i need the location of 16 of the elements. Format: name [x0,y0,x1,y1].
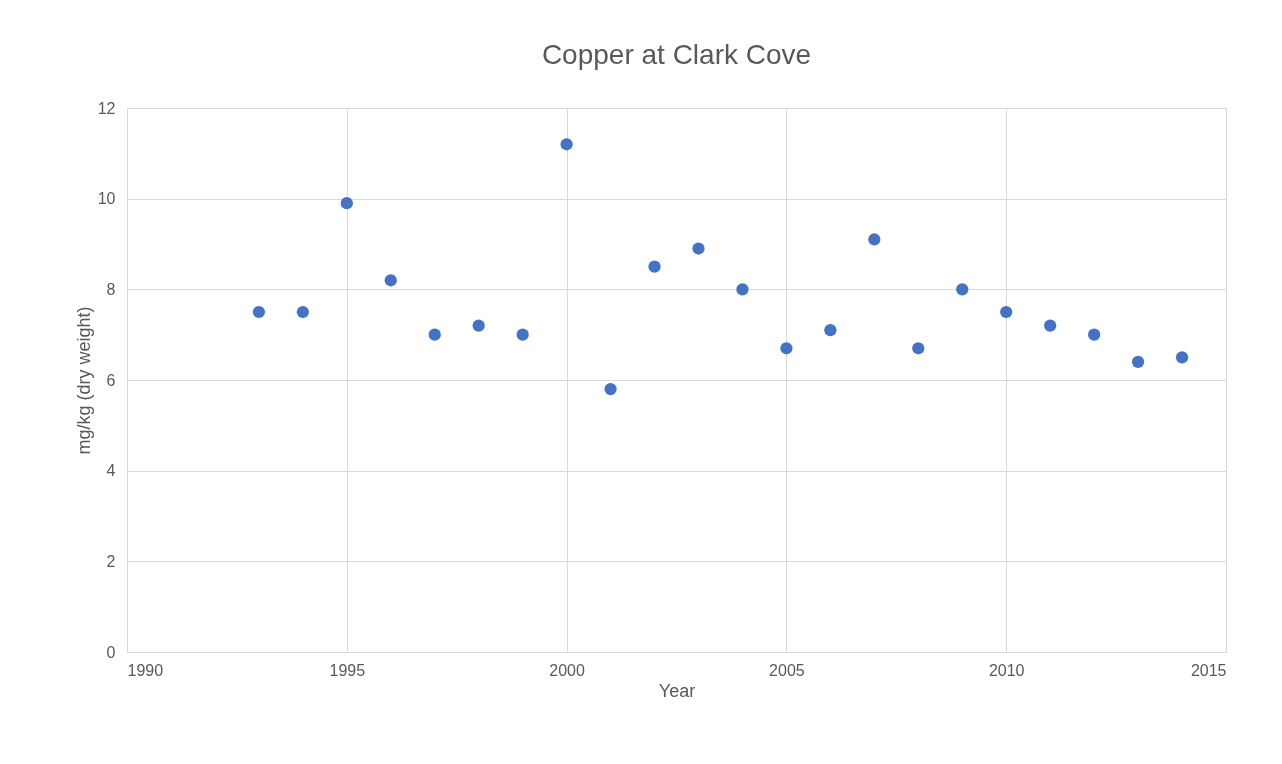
x-tick-label: 2010 [988,661,1025,679]
y-tick-label: 0 [106,643,116,661]
chart-title: Copper at Clark Cove [541,39,812,70]
y-axis-title: mg/kg (dry weight) [73,306,94,455]
x-tick-label: 2015 [1190,661,1227,679]
x-tick-label: 2000 [549,661,585,679]
x-tick-label: 1995 [329,661,366,679]
x-tick-label: 1990 [127,661,164,679]
y-tick-label: 12 [97,99,116,117]
y-tick-label: 2 [106,552,116,570]
y-tick-label: 10 [97,190,116,208]
y-tick-label: 6 [106,371,116,389]
y-tick-label: 4 [106,462,116,480]
x-axis-title: Year [658,680,696,701]
x-tick-label: 2005 [769,661,805,679]
y-tick-label: 8 [106,280,116,298]
